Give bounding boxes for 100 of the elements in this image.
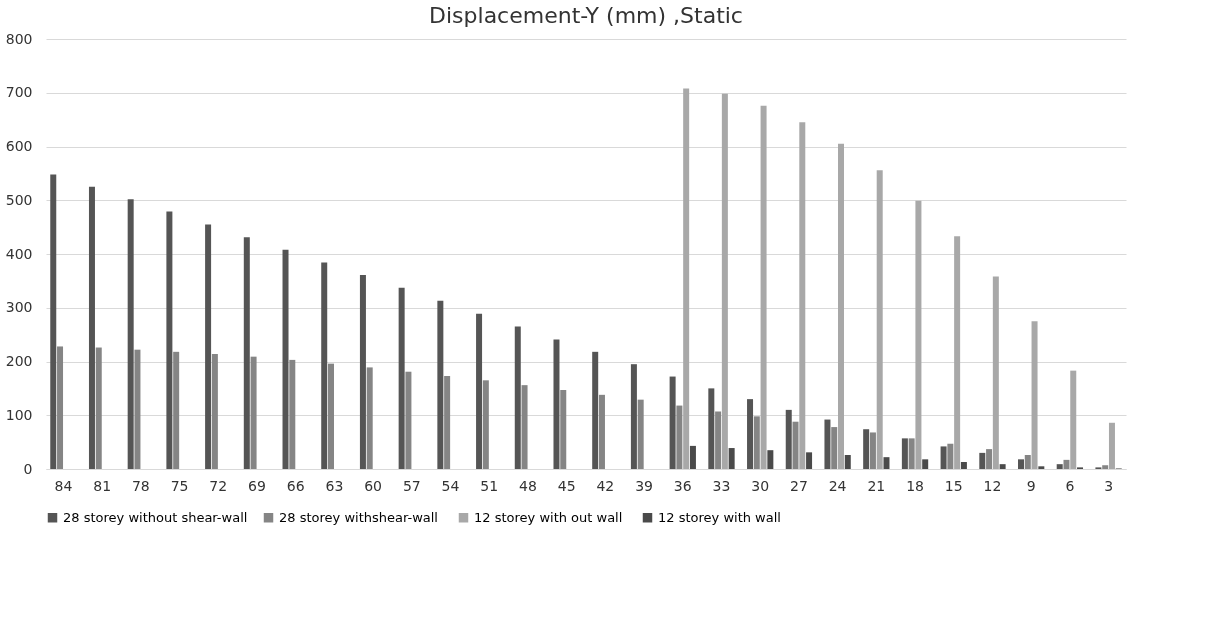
bar <box>637 399 644 469</box>
bar <box>869 432 876 469</box>
bar <box>901 438 908 469</box>
bar <box>785 409 792 469</box>
bar <box>57 346 64 469</box>
bar <box>986 449 993 469</box>
bar <box>992 276 999 469</box>
bar <box>908 438 915 469</box>
x-tick-label: 63 <box>325 477 344 494</box>
x-tick-label: 6 <box>1065 477 1075 494</box>
bar <box>669 376 676 469</box>
bar <box>88 186 95 469</box>
legend-label: 12 storey with out wall <box>474 509 623 525</box>
bar <box>915 200 922 469</box>
bar <box>683 88 690 469</box>
x-tick-label: 24 <box>828 477 847 494</box>
bar <box>1038 466 1045 469</box>
bar <box>1031 321 1038 469</box>
bar <box>940 446 947 469</box>
x-tick-label: 18 <box>906 477 924 494</box>
bar <box>514 326 521 469</box>
y-tick-label: 500 <box>5 191 33 208</box>
bar <box>676 405 683 469</box>
bar <box>728 448 735 469</box>
bar <box>1024 455 1031 469</box>
bar <box>328 363 334 469</box>
x-tick-label: 57 <box>402 477 421 494</box>
bar <box>173 351 180 469</box>
x-tick-label: 72 <box>209 477 228 494</box>
bar <box>437 300 444 469</box>
x-tick-label: 54 <box>441 477 460 494</box>
bar <box>166 211 173 469</box>
x-tick-label: 9 <box>1026 477 1036 494</box>
bar <box>598 394 605 469</box>
bar <box>954 236 961 469</box>
x-tick-label: 66 <box>286 477 305 494</box>
bar <box>444 376 451 469</box>
bar <box>806 452 813 469</box>
x-tick-label: 48 <box>519 477 537 494</box>
y-tick-label: 800 <box>5 30 33 47</box>
bar <box>405 371 412 469</box>
bar <box>960 462 967 469</box>
x-tick-label: 60 <box>364 477 383 494</box>
bar <box>979 452 986 469</box>
legend-label: 28 storey without shear-wall <box>63 509 248 525</box>
y-tick-label: 700 <box>5 84 33 101</box>
y-tick-label: 200 <box>5 353 33 369</box>
bar <box>1102 465 1109 469</box>
bar <box>592 351 599 469</box>
bar <box>760 105 767 469</box>
y-tick-label: 400 <box>5 245 33 262</box>
bar <box>876 170 883 469</box>
bar <box>999 464 1006 469</box>
bar <box>799 122 806 469</box>
bar <box>747 399 754 469</box>
bar <box>838 143 844 469</box>
bar <box>282 249 289 469</box>
bar <box>95 347 102 469</box>
legend-label: 28 storey withshear-wall <box>279 509 438 525</box>
x-tick-label: 84 <box>54 477 73 494</box>
bar <box>482 380 489 469</box>
bar <box>947 443 954 469</box>
x-tick-label: 69 <box>248 477 266 494</box>
y-tick-label: 100 <box>5 406 33 423</box>
x-tick-label: 36 <box>673 477 692 494</box>
bar <box>708 388 715 469</box>
bar <box>922 459 929 469</box>
x-tick-label: 81 <box>93 477 112 494</box>
bar <box>1070 370 1077 469</box>
x-tick-label: 3 <box>1104 477 1114 494</box>
bar <box>863 429 870 469</box>
x-tick-label: 15 <box>944 477 963 494</box>
x-tick-label: 30 <box>751 477 770 494</box>
bar <box>289 359 296 469</box>
x-tick-label: 75 <box>170 477 189 494</box>
bar <box>1063 459 1070 469</box>
bar <box>250 356 257 469</box>
x-tick-label: 12 <box>983 477 1002 494</box>
bar <box>321 262 328 469</box>
bar <box>831 427 838 469</box>
bar <box>211 353 218 469</box>
bar <box>767 450 774 469</box>
x-tick-label: 27 <box>789 477 808 494</box>
x-tick-label: 51 <box>480 477 499 494</box>
bar <box>824 419 831 469</box>
x-tick-label: 33 <box>712 477 731 494</box>
bar <box>205 224 212 469</box>
x-tick-label: 21 <box>867 477 886 494</box>
bar <box>50 174 57 469</box>
x-tick-label: 45 <box>557 477 576 494</box>
bar <box>243 237 250 469</box>
bar <box>1056 464 1063 469</box>
bar <box>134 349 141 469</box>
bar <box>127 199 134 469</box>
chart-title: Displacement-Y (mm) ,Static <box>429 3 743 28</box>
legend-label: 12 storey with wall <box>658 509 781 525</box>
bar <box>398 287 405 469</box>
bar <box>476 313 483 469</box>
y-tick-label: 600 <box>5 138 33 154</box>
bar <box>560 389 567 469</box>
